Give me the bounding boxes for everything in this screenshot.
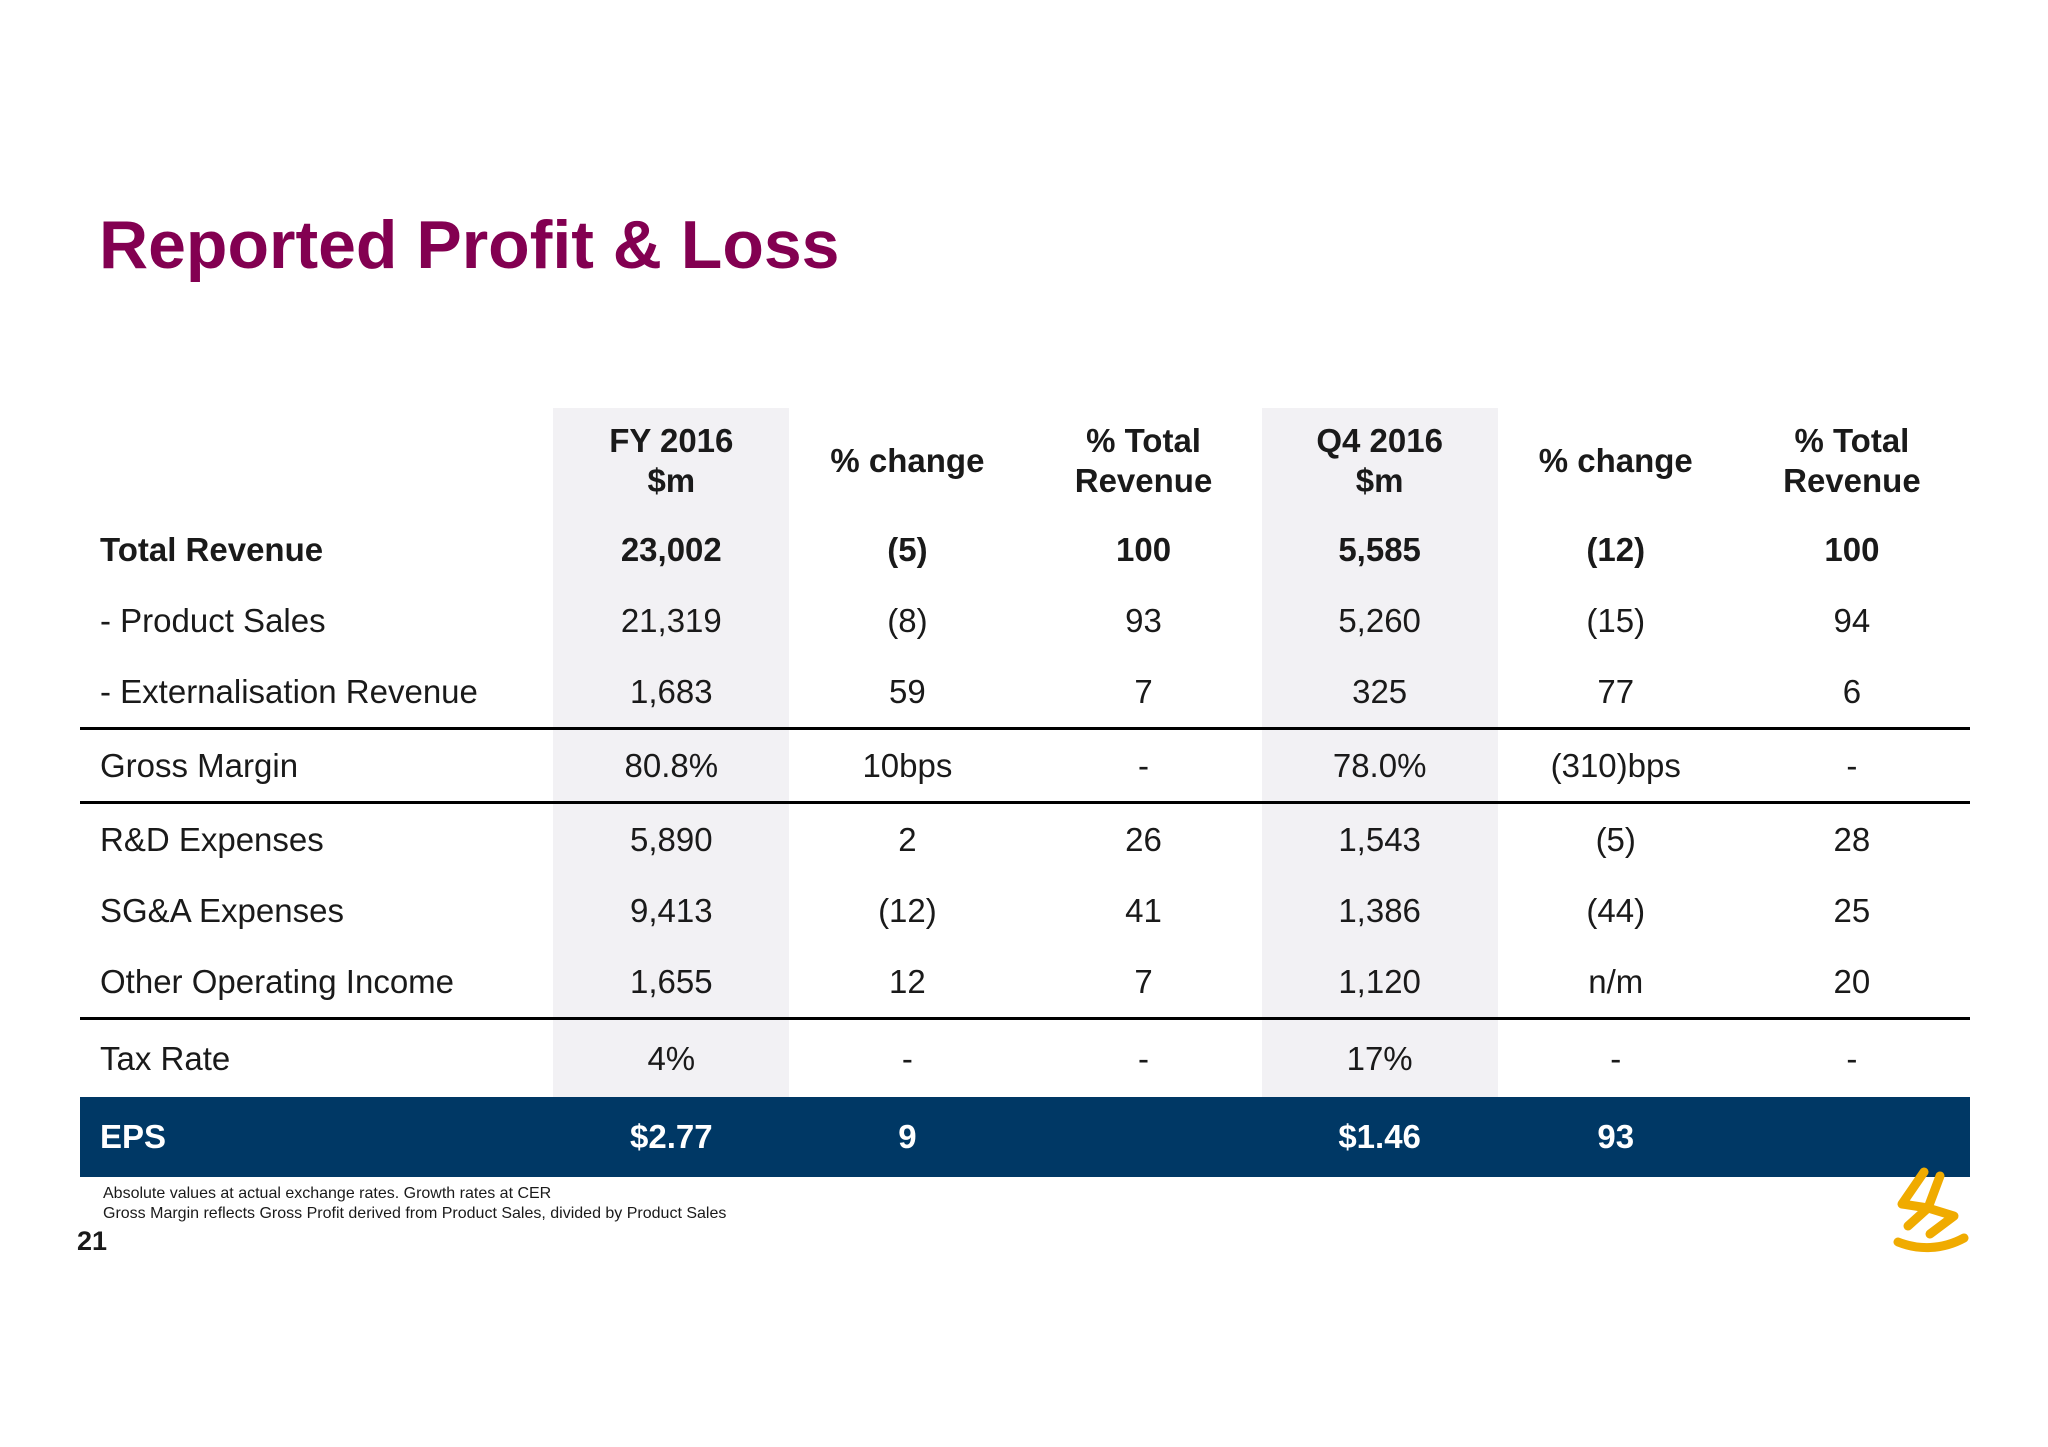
cell: 78.0% <box>1261 727 1498 803</box>
pnl-table: FY 2016 $m % change % Total Revenue Q4 201… <box>80 408 1970 1177</box>
cell: 41 <box>1125 891 1162 929</box>
company-logo-icon <box>1893 1167 1969 1253</box>
cell: n/m <box>1588 962 1644 1000</box>
cell: 6 <box>1842 672 1862 710</box>
row-label: SG&A Expenses <box>100 891 344 929</box>
table-row-tax-rate: Tax Rate 4% - - 17% - - <box>80 1017 1970 1097</box>
header-cell-fy2016: FY 2016 $m <box>553 408 790 514</box>
cell: (12) <box>878 891 937 929</box>
header-cell-q4-change: % change <box>1538 442 1693 479</box>
cell: (15) <box>1586 601 1646 639</box>
header-cell-q4-total-revenue: % Total Revenue <box>1783 422 1921 499</box>
footnote: Absolute values at actual exchange rates… <box>103 1185 552 1202</box>
cell: (5) <box>887 530 928 568</box>
table-header-row: FY 2016 $m % change % Total Revenue Q4 201… <box>80 408 1970 514</box>
pnl-table-container: FY 2016 $m % change % Total Revenue Q4 201… <box>80 408 1970 1177</box>
header-cell-label <box>80 408 553 514</box>
header-cell-fy-total-revenue: % Total Revenue <box>1074 422 1213 499</box>
cell: (12) <box>1586 530 1646 568</box>
cell: 1,543 <box>1261 801 1498 875</box>
cell: 77 <box>1597 672 1635 710</box>
cell: 5,585 <box>1261 514 1498 585</box>
cell: 25 <box>1833 891 1871 929</box>
table-row-product-sales: - Product Sales 21,319 (8) 93 5,260 (15)… <box>80 585 1970 656</box>
footnotes: Absolute values at actual exchange rates… <box>103 1184 726 1224</box>
cell: 28 <box>1733 801 1970 875</box>
row-label: EPS <box>80 1097 554 1177</box>
table-row-sga-expenses: SG&A Expenses 9,413 (12) 41 1,386 (44) 2… <box>80 875 1970 946</box>
cell: 9,413 <box>553 875 790 946</box>
cell: 26 <box>1025 801 1262 875</box>
table-row-other-operating-income: Other Operating Income 1,655 12 7 1,120 … <box>80 946 1970 1019</box>
cell: 1,683 <box>553 656 790 729</box>
cell: 93 <box>1497 1097 1734 1177</box>
cell: 100 <box>1824 530 1880 568</box>
cell: 10bps <box>789 727 1026 803</box>
row-label: - Externalisation Revenue <box>100 672 478 710</box>
cell: - <box>1733 1017 1970 1097</box>
cell: 5,260 <box>1261 585 1498 656</box>
row-label: Tax Rate <box>80 1017 554 1097</box>
footnote: Gross Margin reflects Gross Profit deriv… <box>103 1205 727 1222</box>
cell: - <box>1733 727 1970 803</box>
header-cell-q42016: Q4 2016 $m <box>1261 408 1498 514</box>
page-number: 21 <box>77 1226 108 1256</box>
cell: (5) <box>1497 801 1734 875</box>
cell: 59 <box>889 672 926 710</box>
cell: (8) <box>887 601 928 639</box>
row-label: Total Revenue <box>100 530 324 568</box>
cell <box>1733 1097 1970 1177</box>
cell: 93 <box>1125 601 1162 639</box>
cell: 9 <box>789 1097 1026 1177</box>
cell: 7 <box>1134 672 1153 710</box>
table-row-externalisation-revenue: - Externalisation Revenue 1,683 59 7 325… <box>80 656 1970 729</box>
cell: 4% <box>553 1017 790 1097</box>
header-cell-fy-change: % change <box>830 442 985 479</box>
row-label: Other Operating Income <box>100 962 455 1000</box>
row-label: - Product Sales <box>100 601 326 639</box>
cell: 21,319 <box>553 585 790 656</box>
cell: - <box>1497 1017 1734 1097</box>
table-row-total-revenue: Total Revenue 23,002 (5) 100 5,585 (12) … <box>80 514 1970 585</box>
cell: 12 <box>889 962 926 1000</box>
cell: 5,890 <box>553 801 790 875</box>
cell: 7 <box>1134 962 1153 1000</box>
cell: (44) <box>1586 891 1646 929</box>
row-label: Gross Margin <box>80 727 554 803</box>
slide-title: Reported Profit & Loss <box>99 207 840 283</box>
cell: 80.8% <box>553 727 790 803</box>
row-label: R&D Expenses <box>80 801 554 875</box>
cell: - <box>1025 727 1262 803</box>
cell: 1,120 <box>1261 946 1498 1019</box>
cell: (310)bps <box>1497 727 1734 803</box>
table-row-gross-margin: Gross Margin 80.8% 10bps - 78.0% (310)bp… <box>80 727 1970 803</box>
cell <box>1025 1097 1262 1177</box>
cell: - <box>789 1017 1026 1097</box>
cell: 325 <box>1261 656 1498 729</box>
cell: $1.46 <box>1261 1097 1498 1177</box>
cell: 17% <box>1261 1017 1498 1097</box>
cell: 20 <box>1833 962 1871 1000</box>
cell: 23,002 <box>553 514 790 585</box>
cell: 2 <box>789 801 1026 875</box>
cell: $2.77 <box>553 1097 790 1177</box>
cell: 1,386 <box>1261 875 1498 946</box>
cell: 94 <box>1833 601 1871 639</box>
cell: 1,655 <box>553 946 790 1019</box>
table-row-rd-expenses: R&D Expenses 5,890 2 26 1,543 (5) 28 <box>80 801 1970 875</box>
table-row-eps: EPS $2.77 9 $1.46 93 <box>80 1097 1970 1177</box>
cell: 100 <box>1115 530 1172 568</box>
cell: - <box>1025 1017 1262 1097</box>
